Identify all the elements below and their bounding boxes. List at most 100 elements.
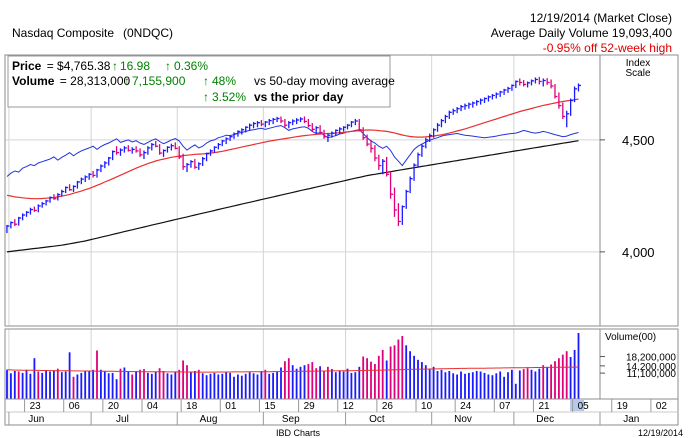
volume-bar — [252, 373, 255, 399]
volume-bar — [131, 374, 134, 399]
volume-bar — [150, 373, 153, 399]
volume-bar — [96, 350, 98, 399]
price-bar — [131, 147, 135, 154]
volume-bar — [444, 372, 447, 399]
price-bar — [6, 224, 10, 234]
price-bar — [495, 92, 499, 99]
day-tick-label: 07 — [499, 401, 511, 412]
price-bar — [252, 122, 257, 129]
volume-bar — [546, 366, 549, 399]
volume-bar — [554, 361, 556, 399]
volume-bar — [237, 374, 239, 399]
price-bar — [523, 80, 527, 87]
index-scale-label-2: Scale — [625, 68, 650, 79]
price-bar — [378, 154, 382, 170]
volume-bar — [76, 374, 79, 399]
day-tick-label: 20 — [108, 401, 120, 412]
price-bar — [479, 98, 484, 105]
volume-bar — [119, 368, 122, 399]
header-date: 12/19/2014 (Market Close) — [530, 11, 672, 25]
volume-bar — [68, 352, 71, 399]
volume-bar — [194, 371, 196, 399]
volume-bar — [33, 358, 36, 399]
price-bar — [155, 140, 159, 148]
price-bar — [468, 102, 472, 109]
volume-bar — [287, 358, 290, 399]
price-bar — [444, 114, 448, 124]
volume-bar — [507, 372, 509, 399]
price-bar — [249, 123, 253, 131]
volume-bar — [311, 362, 314, 399]
month-tick-label: Jul — [116, 414, 129, 425]
price-bar — [315, 126, 319, 134]
price-bar — [538, 76, 542, 85]
volume-bar — [534, 371, 537, 399]
volume-bar — [37, 371, 40, 399]
volume-bar — [401, 336, 404, 399]
month-tick-label: Jan — [623, 414, 639, 425]
info-price-label: Price — [12, 59, 42, 73]
price-bar — [511, 84, 515, 91]
volume-bar — [514, 383, 517, 399]
volume-bar — [107, 373, 110, 399]
price-bar — [158, 144, 163, 155]
price-bar — [526, 81, 531, 88]
price-bar — [190, 160, 194, 168]
rs-line — [6, 125, 579, 177]
day-tick-label: 26 — [382, 401, 394, 412]
info-price-change: 16.98 — [120, 59, 150, 73]
price-bar — [10, 221, 14, 229]
volume-bar — [483, 372, 486, 399]
price-bar — [401, 205, 405, 225]
day-tick-label: 04 — [147, 401, 159, 412]
price-bar — [162, 149, 167, 157]
info-volume-label: Volume — [12, 74, 55, 88]
day-tick-label: 29 — [304, 401, 316, 412]
volume-bar — [503, 376, 505, 399]
volume-bar — [538, 368, 541, 399]
month-tick-label: Dec — [536, 414, 554, 425]
volume-bar — [362, 356, 365, 399]
info-price-pct: 0.36% — [174, 59, 208, 73]
volume-bar — [100, 369, 102, 399]
price-bar — [464, 103, 468, 110]
ma200-line — [6, 140, 579, 253]
volume-pane: Volume(00) 18,200,00014,200,00011,100,00… — [4, 328, 679, 400]
volume-bar — [358, 366, 361, 399]
volume-bar — [25, 369, 28, 399]
price-bar — [25, 211, 30, 217]
price-bar — [268, 118, 272, 126]
info-price-value: = $4,765.38 — [47, 59, 111, 73]
info-volume-row: Volume = 28,313,000 — [12, 74, 131, 88]
price-bar — [327, 133, 331, 142]
price-bar — [342, 126, 347, 132]
volume-bar — [323, 370, 325, 399]
price-bar — [413, 163, 417, 181]
volume-bar — [56, 368, 59, 399]
price-bar — [233, 132, 237, 139]
volume-bar — [115, 379, 118, 399]
volume-bar — [464, 373, 466, 399]
info-prior-text: vs the prior day — [254, 90, 344, 104]
price-bar — [566, 110, 570, 128]
price-bar — [198, 162, 202, 170]
day-tick-label: 15 — [264, 401, 276, 412]
volume-bar — [217, 374, 220, 399]
volume-bar — [60, 372, 63, 399]
price-bar — [217, 143, 221, 150]
info-prior-pct: 3.52% — [212, 90, 246, 104]
price-bar — [507, 86, 511, 93]
volume-bar — [225, 371, 228, 399]
volume-bar — [260, 371, 263, 399]
volume-bar — [381, 350, 384, 399]
price-bar — [76, 180, 80, 189]
price-bar — [440, 118, 444, 128]
volume-bar — [240, 375, 243, 399]
price-bar — [307, 118, 311, 128]
price-tick-label: 4,000 — [622, 245, 655, 260]
price-bar — [57, 193, 61, 201]
volume-bar — [272, 372, 274, 399]
volume-bar — [6, 369, 8, 399]
info-volume-value: = 28,313,000 — [60, 74, 131, 88]
month-tick-label: Oct — [369, 414, 385, 425]
